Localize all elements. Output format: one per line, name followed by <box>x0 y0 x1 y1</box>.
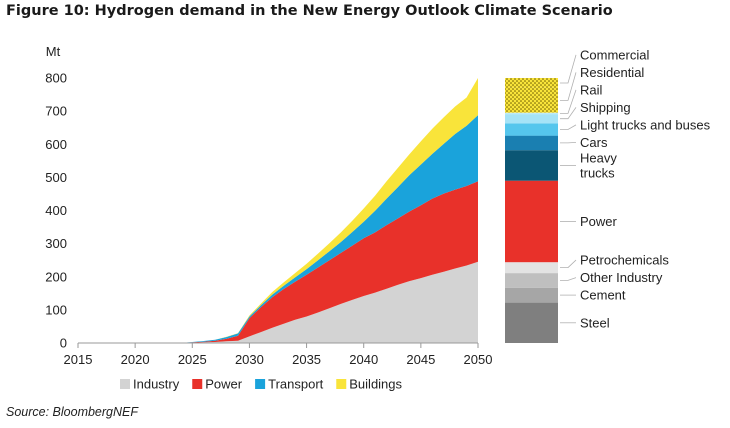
y-tick-label: 700 <box>45 104 67 119</box>
y-tick-label: 300 <box>45 236 67 251</box>
bar-segment-heavy-trucks <box>505 150 558 181</box>
bar-segment-other-industry <box>505 273 558 288</box>
bar-segment-rail <box>505 112 558 115</box>
legend-label-transport: Transport <box>268 377 324 392</box>
bar-label-other-industry: Other Industry <box>580 270 663 285</box>
bar-leader-line <box>560 54 577 84</box>
bar-segment-steel <box>505 302 558 343</box>
bar-leader-line <box>560 72 577 101</box>
bar-label-petrochemicals: Petrochemicals <box>580 253 669 268</box>
chart-legend: Industry Power Transport Buildings <box>120 377 403 392</box>
bar-segment-residential <box>505 87 558 113</box>
y-tick-label: 800 <box>45 71 67 86</box>
bar-label-heavy-trucks: Heavy trucks <box>580 150 617 180</box>
y-tick-label: 100 <box>45 302 67 317</box>
bar-label-residential: Residential <box>580 65 644 80</box>
y-tick-label: 0 <box>60 336 67 351</box>
x-tick-label: 2045 <box>406 352 435 367</box>
bar-segment-cars <box>505 135 558 151</box>
bar-leader-line <box>560 142 577 144</box>
y-tick-label: 500 <box>45 170 67 185</box>
legend-swatch-transport <box>255 379 266 389</box>
chart-title: Figure 10: Hydrogen demand in the New En… <box>6 3 613 19</box>
bar-leader-line <box>560 107 577 120</box>
bar-label-rail: Rail <box>580 82 603 97</box>
x-tick-label: 2025 <box>178 352 207 367</box>
area-series-group <box>78 78 478 343</box>
bar-segment-power <box>505 180 558 263</box>
x-tick-label: 2040 <box>349 352 378 367</box>
area-buildings <box>78 78 478 343</box>
y-axis-label: Mt <box>46 44 61 59</box>
bar-segment-shipping <box>505 114 558 124</box>
x-tick-label: 2050 <box>464 352 493 367</box>
breakdown-bar: Steel Cement Other Industry Petrochemicals P… <box>505 47 711 343</box>
x-tick-label: 2030 <box>235 352 264 367</box>
area-power <box>78 181 478 343</box>
source-note: Source: BloombergNEF <box>6 405 139 419</box>
legend-swatch-power <box>192 379 203 389</box>
bar-segment-commercial <box>505 78 558 88</box>
bar-label-shipping: Shipping <box>580 100 631 115</box>
x-tick-label: 2035 <box>292 352 321 367</box>
bar-leader-line <box>560 277 577 281</box>
y-tick-label: 400 <box>45 203 67 218</box>
area-industry <box>78 261 478 343</box>
axes-group: 0 100 200 300 400 500 600 700 800 2015 2020 2025 203… <box>45 71 492 368</box>
bar-segment-light-trucks-and-buses <box>505 123 558 136</box>
bar-leader-line <box>560 89 577 114</box>
bar-segment-petrochemicals <box>505 262 558 274</box>
bar-label-commercial: Commercial <box>580 47 649 62</box>
legend-label-industry: Industry <box>133 377 180 392</box>
x-tick-label: 2015 <box>64 352 93 367</box>
legend-label-power: Power <box>205 377 243 392</box>
bar-leader-line <box>560 259 577 268</box>
y-tick-label: 200 <box>45 269 67 284</box>
bar-label-cars: Cars <box>580 135 608 150</box>
bar-label-cement: Cement <box>580 288 626 303</box>
legend-label-buildings: Buildings <box>349 377 402 392</box>
bar-label-power: Power <box>580 214 618 229</box>
y-tick-label: 600 <box>45 137 67 152</box>
bar-leader-line <box>560 124 577 130</box>
bar-label-light-trucks-and-buses: Light trucks and buses <box>580 117 711 132</box>
x-tick-label: 2020 <box>121 352 150 367</box>
legend-swatch-industry <box>120 379 130 389</box>
bar-label-steel: Steel <box>580 315 610 330</box>
legend-swatch-buildings <box>336 379 347 389</box>
bar-segment-cement <box>505 287 558 303</box>
